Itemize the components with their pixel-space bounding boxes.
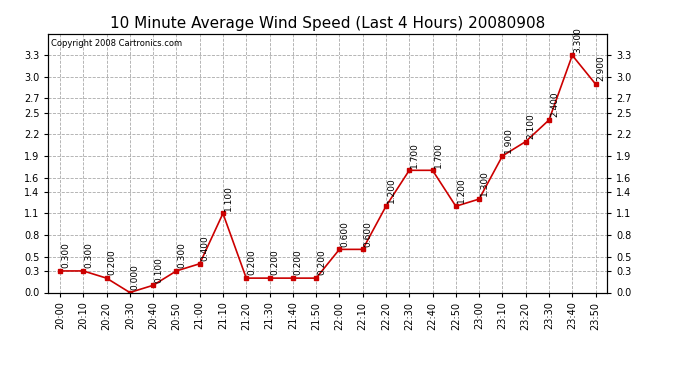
Text: 0.200: 0.200 (108, 250, 117, 275)
Text: 1.700: 1.700 (411, 142, 420, 168)
Text: 3.300: 3.300 (573, 27, 582, 52)
Text: 0.200: 0.200 (294, 250, 303, 275)
Text: 2.100: 2.100 (526, 113, 535, 139)
Title: 10 Minute Average Wind Speed (Last 4 Hours) 20080908: 10 Minute Average Wind Speed (Last 4 Hou… (110, 16, 545, 31)
Text: 1.900: 1.900 (504, 127, 513, 153)
Text: 0.300: 0.300 (84, 242, 93, 268)
Text: 0.300: 0.300 (61, 242, 70, 268)
Text: 1.700: 1.700 (433, 142, 442, 168)
Text: 0.200: 0.200 (247, 250, 256, 275)
Text: 0.200: 0.200 (270, 250, 279, 275)
Text: 0.100: 0.100 (154, 256, 163, 282)
Text: 2.400: 2.400 (550, 92, 559, 117)
Text: 0.600: 0.600 (364, 221, 373, 247)
Text: Copyright 2008 Cartronics.com: Copyright 2008 Cartronics.com (51, 39, 182, 48)
Text: 0.000: 0.000 (131, 264, 140, 290)
Text: 0.400: 0.400 (201, 235, 210, 261)
Text: 0.300: 0.300 (177, 242, 186, 268)
Text: 1.200: 1.200 (457, 178, 466, 204)
Text: 0.200: 0.200 (317, 250, 326, 275)
Text: 1.100: 1.100 (224, 185, 233, 211)
Text: 1.200: 1.200 (387, 178, 396, 204)
Text: 2.900: 2.900 (597, 56, 606, 81)
Text: 1.300: 1.300 (480, 170, 489, 196)
Text: 0.600: 0.600 (340, 221, 349, 247)
